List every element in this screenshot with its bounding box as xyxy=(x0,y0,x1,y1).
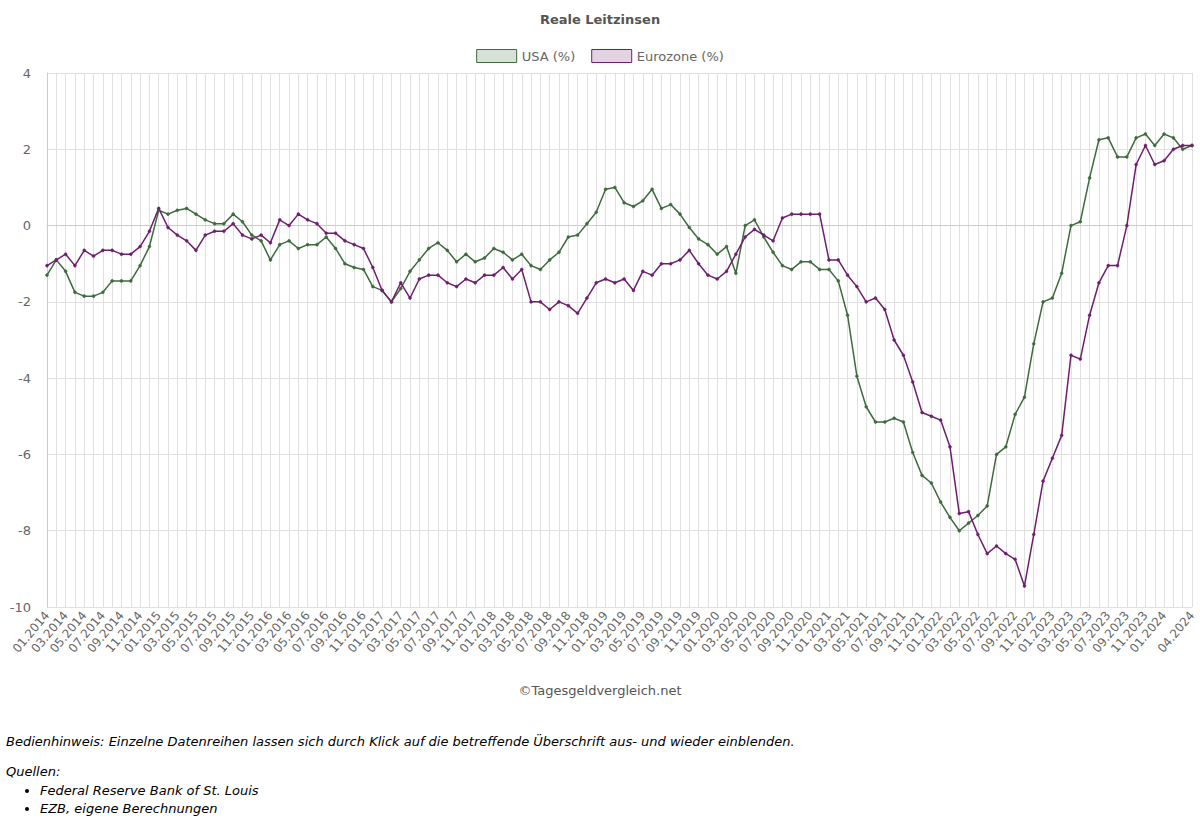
svg-text:07.2014: 07.2014 xyxy=(65,608,109,656)
html-text:Federal Reserve Bank of St. Lo: Federal Reserve Bank of St. Louis xyxy=(40,783,259,798)
svg-text:04.2024: 04.2024 xyxy=(1155,608,1198,655)
svg-text:07.2017: 07.2017 xyxy=(400,608,444,656)
svg-text:01.2018: 01.2018 xyxy=(456,608,500,656)
svg-text:07.2020: 07.2020 xyxy=(735,608,779,656)
svg-text:11.2017: 11.2017 xyxy=(437,608,481,656)
svg-text:03.2020: 03.2020 xyxy=(698,608,742,656)
svg-text:09.2015: 09.2015 xyxy=(195,608,239,656)
svg-text:0: 0 xyxy=(23,218,31,233)
html-text:EZB, eigene Berechnungen: EZB, eigene Berechnungen xyxy=(40,801,218,816)
svg-text:09.2023: 09.2023 xyxy=(1089,608,1133,656)
svg-text:05.2023: 05.2023 xyxy=(1052,608,1095,656)
html-text:Quellen:: Quellen: xyxy=(6,764,61,779)
svg-text:4: 4 xyxy=(23,66,31,81)
svg-text:09.2018: 09.2018 xyxy=(531,608,574,656)
svg-text:07.2015: 07.2015 xyxy=(177,608,220,656)
svg-text:03.2014: 03.2014 xyxy=(28,608,71,656)
svg-text:07.2019: 07.2019 xyxy=(624,608,667,656)
svg-text:01.2022: 01.2022 xyxy=(903,608,946,656)
svg-text:11.2018: 11.2018 xyxy=(549,608,593,656)
svg-text:05.2014: 05.2014 xyxy=(47,608,90,656)
svg-text:01.2021: 01.2021 xyxy=(791,608,835,656)
svg-text:05.2018: 05.2018 xyxy=(493,608,537,656)
svg-text:05.2022: 05.2022 xyxy=(940,608,984,656)
svg-text:09.2021: 09.2021 xyxy=(866,608,909,656)
svg-text:2: 2 xyxy=(23,142,31,157)
svg-text:03.2016: 03.2016 xyxy=(251,608,295,656)
svg-text:07.2023: 07.2023 xyxy=(1071,608,1114,656)
svg-text:Eurozone (%): Eurozone (%) xyxy=(637,49,724,64)
svg-text:-2: -2 xyxy=(18,294,31,309)
svg-text:11.2016: 11.2016 xyxy=(326,608,369,656)
svg-text:03.2018: 03.2018 xyxy=(475,608,518,656)
svg-text:07.2016: 07.2016 xyxy=(289,608,332,656)
svg-text:07.2021: 07.2021 xyxy=(847,608,891,656)
svg-text:03.2021: 03.2021 xyxy=(810,608,853,656)
svg-text:11.2014: 11.2014 xyxy=(102,608,146,656)
svg-text:01.2016: 01.2016 xyxy=(233,608,276,656)
svg-text:11.2015: 11.2015 xyxy=(214,608,258,656)
svg-text:05.2016: 05.2016 xyxy=(270,608,313,656)
svg-text:01.2020: 01.2020 xyxy=(680,608,723,656)
svg-text:-6: -6 xyxy=(18,447,31,462)
svg-text:©Tagesgeldvergleich.net: ©Tagesgeldvergleich.net xyxy=(518,683,681,698)
svg-text:09.2014: 09.2014 xyxy=(84,608,127,656)
svg-text:07.2022: 07.2022 xyxy=(959,608,1002,656)
svg-text:11.2021: 11.2021 xyxy=(884,608,928,656)
svg-text:01.2019: 01.2019 xyxy=(568,608,611,656)
svg-text:09.2020: 09.2020 xyxy=(754,608,798,656)
svg-text:01.2017: 01.2017 xyxy=(344,608,388,656)
svg-text:-8: -8 xyxy=(18,523,31,538)
svg-text:09.2022: 09.2022 xyxy=(977,608,1021,656)
svg-text:03.2017: 03.2017 xyxy=(363,608,407,656)
svg-text:-4: -4 xyxy=(18,371,31,386)
svg-text:09.2019: 09.2019 xyxy=(642,608,686,656)
svg-text:01.2023: 01.2023 xyxy=(1015,608,1058,656)
html-text:Bedienhinweis: Einzelne Datenr: Bedienhinweis: Einzelne Datenreihen lass… xyxy=(6,734,795,749)
svg-text:USA (%): USA (%) xyxy=(522,49,576,64)
svg-text:09.2017: 09.2017 xyxy=(419,608,462,656)
svg-text:05.2020: 05.2020 xyxy=(717,608,760,656)
svg-text:07.2018: 07.2018 xyxy=(512,608,555,656)
svg-text:03.2023: 03.2023 xyxy=(1033,608,1077,656)
svg-text:05.2021: 05.2021 xyxy=(828,608,872,656)
svg-text:03.2022: 03.2022 xyxy=(922,608,965,656)
svg-text:11.2019: 11.2019 xyxy=(661,608,704,656)
svg-text:01.2014: 01.2014 xyxy=(9,608,53,656)
svg-text:03.2015: 03.2015 xyxy=(140,608,183,656)
svg-text:-10: -10 xyxy=(10,600,31,615)
svg-text:01.2024: 01.2024 xyxy=(1126,608,1170,656)
svg-text:05.2019: 05.2019 xyxy=(605,608,649,656)
svg-text:11.2023: 11.2023 xyxy=(1108,608,1151,656)
svg-text:03.2019: 03.2019 xyxy=(586,608,630,656)
svg-text:01.2015: 01.2015 xyxy=(121,608,165,656)
svg-text:05.2017: 05.2017 xyxy=(382,608,425,656)
svg-text:05.2015: 05.2015 xyxy=(158,608,202,656)
svg-text:11.2020: 11.2020 xyxy=(773,608,816,656)
svg-text:Reale Leitzinsen: Reale Leitzinsen xyxy=(540,12,660,27)
svg-text:09.2016: 09.2016 xyxy=(307,608,351,656)
svg-text:11.2022: 11.2022 xyxy=(996,608,1040,656)
